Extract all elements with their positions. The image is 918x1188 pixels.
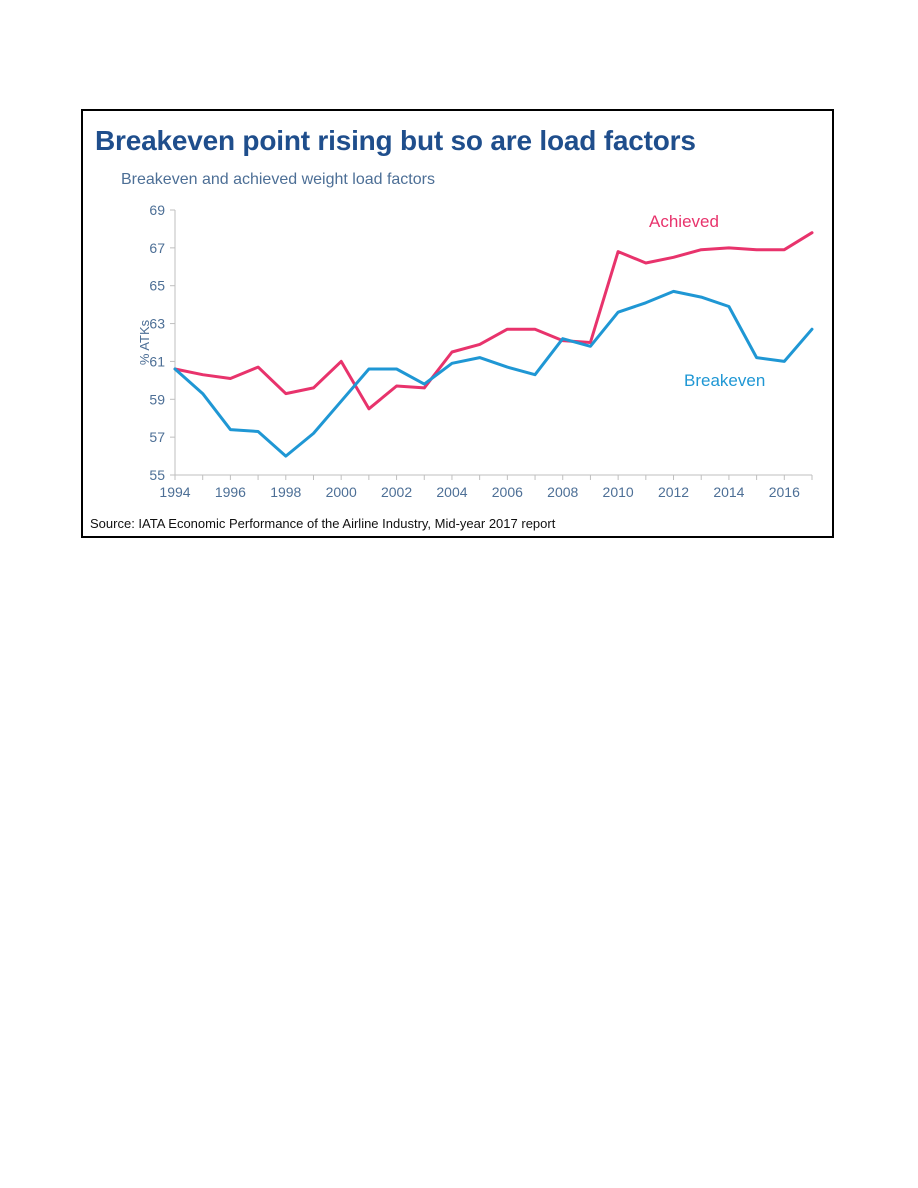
x-tick-label: 1996 xyxy=(215,484,246,500)
y-tick-label: 59 xyxy=(149,391,165,407)
series-line-breakeven xyxy=(173,289,814,458)
x-tick-label: 2006 xyxy=(492,484,523,500)
series-lines xyxy=(173,231,814,458)
line-chart: 55 57 59 61 63 65 67 69 1994 1996 1998 2000 2002 2004… xyxy=(137,202,814,500)
x-tick-label: 2002 xyxy=(381,484,412,500)
axes xyxy=(170,209,813,480)
series-label-achieved: Achieved xyxy=(649,212,719,231)
tick-labels: 55 57 59 61 63 65 67 69 1994 1996 1998 2000 2002 2004… xyxy=(137,202,800,500)
y-tick-label: 63 xyxy=(149,316,165,332)
source-note: Source: IATA Economic Performance of the… xyxy=(90,516,556,531)
x-tick-label: 2012 xyxy=(658,484,689,500)
chart-subtitle: Breakeven and achieved weight load facto… xyxy=(121,171,435,188)
y-tick-label: 61 xyxy=(149,353,165,369)
y-tick-label: 55 xyxy=(149,467,165,483)
x-tick-label: 1994 xyxy=(159,484,190,500)
series-line-achieved xyxy=(173,231,814,411)
y-tick-label: 65 xyxy=(149,278,165,294)
x-tick-label: 2014 xyxy=(713,484,744,500)
chart-figure: Breakeven point rising but so are load f… xyxy=(81,109,834,538)
x-tick-label: 2010 xyxy=(603,484,634,500)
series-labels: Achieved Breakeven xyxy=(649,212,765,390)
series-label-breakeven: Breakeven xyxy=(684,371,765,390)
x-tick-label: 2008 xyxy=(547,484,578,500)
y-tick-label: 57 xyxy=(149,429,165,445)
y-axis-title: % ATKs xyxy=(137,319,152,365)
x-tick-label: 2000 xyxy=(326,484,357,500)
x-tick-label: 2004 xyxy=(436,484,467,500)
x-tick-label: 2016 xyxy=(769,484,800,500)
chart-title: Breakeven point rising but so are load f… xyxy=(95,125,696,156)
y-tick-label: 69 xyxy=(149,202,165,218)
y-tick-label: 67 xyxy=(149,240,165,256)
x-tick-label: 1998 xyxy=(270,484,301,500)
